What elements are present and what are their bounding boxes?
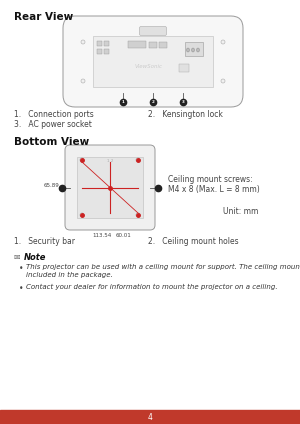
- Text: This projector can be used with a ceiling mount for support. The ceiling mount i: This projector can be used with a ceilin…: [26, 264, 300, 278]
- Ellipse shape: [136, 213, 140, 217]
- Bar: [104, 49, 109, 54]
- Bar: [128, 41, 146, 48]
- Text: Ceiling mount screws:: Ceiling mount screws:: [168, 175, 253, 184]
- Text: Contact your dealer for information to mount the projector on a ceiling.: Contact your dealer for information to m…: [26, 284, 278, 290]
- Bar: [149, 42, 157, 48]
- Text: 2: 2: [152, 100, 154, 104]
- Ellipse shape: [221, 79, 225, 83]
- Ellipse shape: [191, 48, 194, 52]
- Text: 4: 4: [148, 413, 152, 421]
- Ellipse shape: [81, 40, 85, 44]
- Text: •: •: [19, 264, 23, 273]
- FancyBboxPatch shape: [140, 26, 166, 36]
- Text: 65.89: 65.89: [43, 183, 59, 188]
- Bar: [104, 41, 109, 46]
- Text: 2.   Ceiling mount holes: 2. Ceiling mount holes: [148, 237, 238, 246]
- Text: 1: 1: [122, 100, 124, 104]
- Text: 1.   Connection ports: 1. Connection ports: [14, 110, 94, 119]
- Text: 3.   AC power socket: 3. AC power socket: [14, 120, 92, 129]
- Bar: [97, 41, 102, 46]
- Text: 3: 3: [182, 100, 184, 104]
- Text: 1 2: 1 2: [107, 159, 113, 163]
- Ellipse shape: [80, 158, 84, 162]
- Bar: [97, 49, 102, 54]
- Text: 113.54: 113.54: [92, 233, 112, 238]
- FancyBboxPatch shape: [63, 16, 243, 107]
- Text: Note: Note: [24, 253, 46, 262]
- Text: M4 x 8 (Max. L = 8 mm): M4 x 8 (Max. L = 8 mm): [168, 185, 260, 194]
- Ellipse shape: [81, 79, 85, 83]
- Bar: [77, 157, 143, 218]
- Ellipse shape: [187, 48, 190, 52]
- Ellipse shape: [136, 158, 140, 162]
- Text: Unit: mm: Unit: mm: [223, 207, 258, 216]
- Bar: [179, 64, 189, 72]
- Bar: [159, 42, 167, 48]
- Ellipse shape: [196, 48, 200, 52]
- Text: 1.   Security bar: 1. Security bar: [14, 237, 75, 246]
- Text: 2.   Kensington lock: 2. Kensington lock: [148, 110, 223, 119]
- Text: ✉: ✉: [14, 253, 20, 262]
- Bar: [93, 36, 213, 87]
- Ellipse shape: [221, 40, 225, 44]
- Text: Rear View: Rear View: [14, 12, 73, 22]
- Text: 60.01: 60.01: [116, 233, 132, 238]
- Text: •: •: [19, 284, 23, 293]
- Text: ViewSonic: ViewSonic: [135, 64, 163, 69]
- Ellipse shape: [80, 213, 84, 217]
- Text: Bottom View: Bottom View: [14, 137, 89, 147]
- Bar: [185, 42, 203, 56]
- Bar: [0, 410, 300, 424]
- FancyBboxPatch shape: [65, 145, 155, 230]
